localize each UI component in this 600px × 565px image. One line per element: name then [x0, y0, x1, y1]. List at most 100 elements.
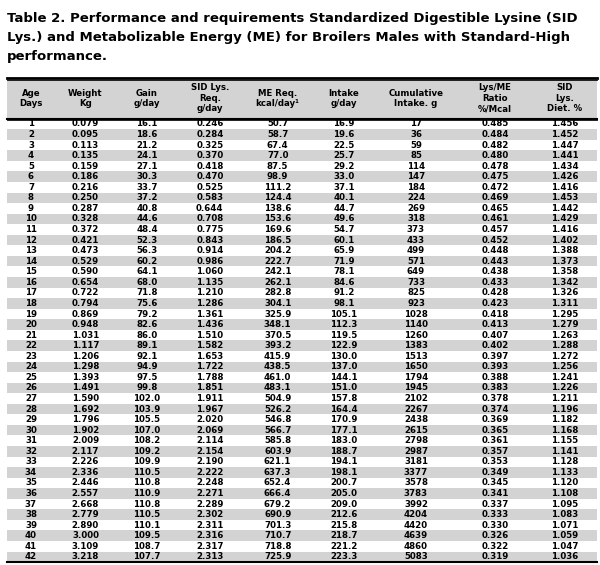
Text: 209.0: 209.0 — [331, 499, 358, 508]
Text: 91.2: 91.2 — [334, 288, 355, 297]
Text: 1.206: 1.206 — [72, 352, 99, 361]
Text: 23: 23 — [25, 352, 37, 361]
Text: 198.1: 198.1 — [331, 468, 358, 477]
Text: 0.393: 0.393 — [481, 362, 509, 371]
Text: 1.182: 1.182 — [551, 415, 578, 424]
Text: 0.378: 0.378 — [481, 394, 509, 403]
Text: 0.397: 0.397 — [481, 352, 509, 361]
Text: 0.423: 0.423 — [481, 299, 509, 308]
Bar — [7, 351, 597, 362]
Bar — [7, 214, 597, 224]
Text: 222.7: 222.7 — [264, 257, 292, 266]
Text: 1.453: 1.453 — [551, 193, 578, 202]
Text: 3.000: 3.000 — [72, 531, 99, 540]
Text: 0.361: 0.361 — [481, 436, 509, 445]
Text: 205.0: 205.0 — [331, 489, 358, 498]
Text: 0.328: 0.328 — [72, 215, 99, 224]
Text: 0.438: 0.438 — [481, 267, 509, 276]
Text: 110.8: 110.8 — [133, 499, 161, 508]
Text: 1.911: 1.911 — [196, 394, 224, 403]
Text: 86.0: 86.0 — [136, 331, 158, 340]
Bar — [7, 520, 597, 531]
Text: 0.349: 0.349 — [481, 468, 509, 477]
Text: 184: 184 — [407, 183, 425, 192]
Text: 0.485: 0.485 — [481, 119, 509, 128]
Text: 603.9: 603.9 — [264, 447, 291, 456]
Text: 0.461: 0.461 — [481, 215, 509, 224]
Text: 566.7: 566.7 — [264, 425, 292, 434]
Text: 32: 32 — [25, 447, 37, 456]
Text: 2438: 2438 — [404, 415, 428, 424]
Text: 701.3: 701.3 — [264, 521, 292, 530]
Text: 24: 24 — [25, 362, 37, 371]
Text: 1.361: 1.361 — [196, 310, 224, 319]
Bar — [7, 245, 597, 256]
Text: 373: 373 — [407, 225, 425, 234]
Text: 2.446: 2.446 — [71, 479, 99, 488]
Text: 1.095: 1.095 — [551, 499, 578, 508]
Text: 1.393: 1.393 — [72, 373, 99, 382]
Text: 0.330: 0.330 — [481, 521, 509, 530]
Text: 1260: 1260 — [404, 331, 428, 340]
Bar — [7, 129, 597, 140]
Text: 1.796: 1.796 — [72, 415, 99, 424]
Text: 87.5: 87.5 — [267, 162, 289, 171]
Text: 585.8: 585.8 — [264, 436, 291, 445]
Text: 0.159: 0.159 — [72, 162, 99, 171]
Text: 0.341: 0.341 — [481, 489, 509, 498]
Text: 153.6: 153.6 — [264, 215, 291, 224]
Text: 0.775: 0.775 — [196, 225, 224, 234]
Text: 33: 33 — [25, 457, 37, 466]
Text: 107.7: 107.7 — [133, 553, 161, 562]
Bar — [7, 203, 597, 214]
Text: 0.428: 0.428 — [481, 288, 509, 297]
Text: 4420: 4420 — [404, 521, 428, 530]
Text: 19: 19 — [25, 310, 37, 319]
Text: 30.3: 30.3 — [136, 172, 158, 181]
Text: 2798: 2798 — [404, 436, 428, 445]
Text: 1.326: 1.326 — [551, 288, 578, 297]
Text: 621.1: 621.1 — [264, 457, 292, 466]
Text: 67.4: 67.4 — [267, 141, 289, 150]
Text: 1.358: 1.358 — [551, 267, 578, 276]
Text: 3.218: 3.218 — [72, 553, 99, 562]
Text: 1.286: 1.286 — [196, 299, 224, 308]
Text: 27: 27 — [25, 394, 37, 403]
Text: 1.373: 1.373 — [551, 257, 578, 266]
Text: 1794: 1794 — [404, 373, 428, 382]
Text: 1650: 1650 — [404, 362, 428, 371]
Text: 1.416: 1.416 — [551, 225, 578, 234]
Text: 571: 571 — [407, 257, 425, 266]
Text: 105.5: 105.5 — [133, 415, 160, 424]
Text: Table 2. Performance and requirements Standardized Digestible Lysine (SID: Table 2. Performance and requirements St… — [7, 12, 578, 25]
Text: 1.168: 1.168 — [551, 425, 578, 434]
Text: 1.272: 1.272 — [551, 352, 578, 361]
Text: 1.426: 1.426 — [551, 172, 578, 181]
Text: 2.248: 2.248 — [196, 479, 224, 488]
Text: 39: 39 — [25, 521, 37, 530]
Text: 221.2: 221.2 — [331, 542, 358, 551]
Text: Age
Days: Age Days — [19, 89, 43, 108]
Bar — [7, 467, 597, 477]
Text: 188.7: 188.7 — [330, 447, 358, 456]
Text: 1.429: 1.429 — [551, 215, 578, 224]
Bar — [7, 340, 597, 351]
Text: 1.210: 1.210 — [196, 288, 223, 297]
Text: 25: 25 — [25, 373, 37, 382]
Bar — [7, 436, 597, 446]
Text: 0.472: 0.472 — [481, 183, 509, 192]
Bar — [7, 267, 597, 277]
Text: 1.298: 1.298 — [72, 362, 99, 371]
Bar — [7, 319, 597, 330]
Text: 44.6: 44.6 — [136, 215, 158, 224]
Text: 89.1: 89.1 — [136, 341, 158, 350]
Text: 1.402: 1.402 — [551, 236, 578, 245]
Text: 0.345: 0.345 — [481, 479, 509, 488]
Text: 218.7: 218.7 — [330, 531, 358, 540]
Text: 1.442: 1.442 — [551, 204, 578, 213]
Text: 77.0: 77.0 — [267, 151, 289, 160]
Text: 16.1: 16.1 — [136, 119, 158, 128]
Text: ME Req.
kcal/day¹: ME Req. kcal/day¹ — [256, 89, 299, 108]
Text: 71.9: 71.9 — [333, 257, 355, 266]
Text: 0.372: 0.372 — [72, 225, 99, 234]
